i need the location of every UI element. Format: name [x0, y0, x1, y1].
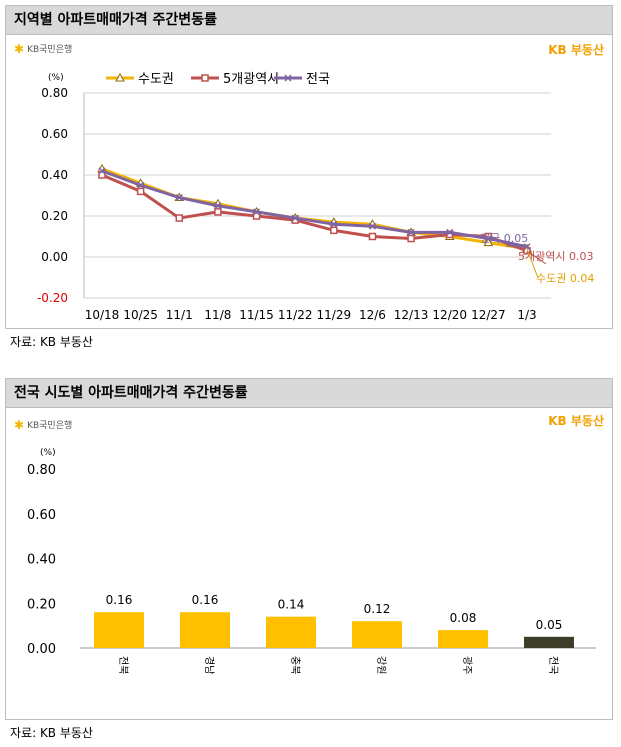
x-tick-label: 11/22: [278, 308, 313, 322]
x-tick-label: 경남: [203, 656, 216, 674]
x-tick-label: 10/25: [123, 308, 158, 322]
x-tick-label: 전국: [547, 656, 559, 674]
bar: [180, 612, 230, 648]
data-point: [368, 222, 376, 230]
x-tick-label: 충북: [289, 656, 301, 674]
x-tick-label: 강원: [375, 656, 387, 674]
annotation-leader: [526, 248, 539, 279]
bar-chart: (%) 0.80 0.60 0.40 0.20 0.00 0.16 전북 0.16 경남 0.14 충…: [27, 448, 596, 674]
bar: [352, 621, 402, 648]
y-tick-label: 0.40: [41, 168, 68, 182]
bar: [94, 612, 144, 648]
data-point: [253, 208, 261, 216]
data-point: [483, 237, 494, 247]
kb-bank-logo: ✱ KB국민은행: [14, 41, 73, 56]
data-point: [136, 187, 145, 196]
y-tick-label: 0.20: [41, 209, 68, 223]
x-tick-label: 12/20: [432, 308, 467, 322]
annotation-leader: [526, 250, 547, 265]
data-point: [175, 194, 183, 202]
x-tick-label: 12/27: [471, 308, 506, 322]
x-tick-label: 1/3: [517, 308, 536, 322]
bar-value-label: 0.12: [364, 602, 391, 616]
bar-value-label: 0.16: [192, 593, 219, 607]
data-point: [175, 214, 184, 222]
annotation-label: 수도권 0.04: [536, 272, 594, 285]
y-tick-label: 0.00: [27, 642, 56, 657]
series-line: [101, 169, 528, 249]
x-tick-label: 12/13: [394, 308, 429, 322]
x-tick-label: 11/8: [204, 308, 231, 322]
kb-realestate-brand: KB 부동산: [548, 43, 604, 57]
y-tick-label: -0.20: [37, 291, 68, 305]
kb-bank-logo-text: KB국민은행: [27, 421, 73, 431]
kb-bank-logo: ✱ KB국민은행: [14, 417, 73, 432]
line-chart: (%) 0.80 0.60 0.40 0.20 0.00 -0.20 10/18 10/25 11…: [37, 72, 594, 322]
x-tick-label: 11/15: [239, 308, 274, 322]
data-point: [330, 220, 338, 228]
data-point: [407, 234, 415, 243]
data-point: [407, 228, 415, 236]
annotation-label: 5개광역시 0.03: [518, 250, 593, 263]
y-tick-label: 0.00: [41, 250, 68, 264]
bar-chart-panel: 전국 시도별 아파트매매가격 주간변동률 ✱ KB국민은행 KB 부동산 (%)…: [5, 378, 613, 720]
legend-marker: [115, 72, 125, 82]
data-point: [214, 202, 222, 210]
kb-star-icon: ✱: [14, 41, 25, 56]
annotation-label: 전국 0.05: [480, 232, 528, 245]
data-point: [330, 226, 338, 235]
data-point: [214, 208, 222, 216]
y-tick-label: 0.60: [27, 508, 56, 523]
annotation-leader: [505, 245, 528, 248]
x-tick-label: 광주: [461, 656, 473, 674]
line-chart-panel: 지역별 아파트매매가격 주간변동률 ✱ KB국민은행 KB 부동산 (%) 0.8…: [5, 5, 613, 329]
x-tick-label: 12/6: [359, 308, 386, 322]
bar: [266, 616, 316, 648]
legend-label: 수도권: [138, 72, 174, 87]
bar: [524, 636, 574, 648]
bar-chart-title: 전국 시도별 아파트매매가격 주간변동률: [6, 379, 612, 408]
legend-marker: [284, 74, 292, 82]
bar: [438, 630, 488, 648]
kb-bank-logo-text: KB국민은행: [27, 45, 73, 55]
y-axis-unit: (%): [40, 448, 56, 458]
y-tick-label: 0.80: [41, 86, 68, 100]
bar-value-label: 0.14: [278, 598, 305, 612]
data-point: [137, 181, 145, 189]
x-tick-label: 10/18: [85, 308, 120, 322]
legend-label: 5개광역시: [223, 72, 279, 87]
y-tick-label: 0.20: [27, 597, 56, 612]
bar-chart-source: 자료: KB 부동산: [10, 726, 93, 740]
bar-value-label: 0.16: [106, 593, 133, 607]
y-tick-label: 0.40: [27, 553, 56, 568]
y-axis-unit: (%): [48, 73, 64, 83]
legend-marker: [201, 74, 209, 82]
kb-star-icon: ✱: [14, 417, 25, 432]
line-chart-source: 자료: KB 부동산: [10, 335, 93, 349]
data-point: [98, 167, 106, 175]
data-point: [446, 228, 454, 236]
bar-value-label: 0.05: [536, 618, 563, 632]
y-tick-label: 0.80: [27, 463, 56, 478]
legend-label: 전국: [306, 72, 330, 87]
line-chart-title: 지역별 아파트매매가격 주간변동률: [6, 6, 612, 35]
x-tick-label: 11/29: [317, 308, 352, 322]
bar-value-label: 0.08: [450, 611, 477, 625]
x-tick-label: 전북: [117, 656, 129, 674]
data-point: [368, 232, 377, 241]
data-point: [484, 235, 492, 243]
kb-realestate-brand: KB 부동산: [548, 414, 604, 428]
y-tick-label: 0.60: [41, 127, 68, 141]
data-point: [291, 214, 299, 222]
x-tick-label: 11/1: [166, 308, 193, 322]
